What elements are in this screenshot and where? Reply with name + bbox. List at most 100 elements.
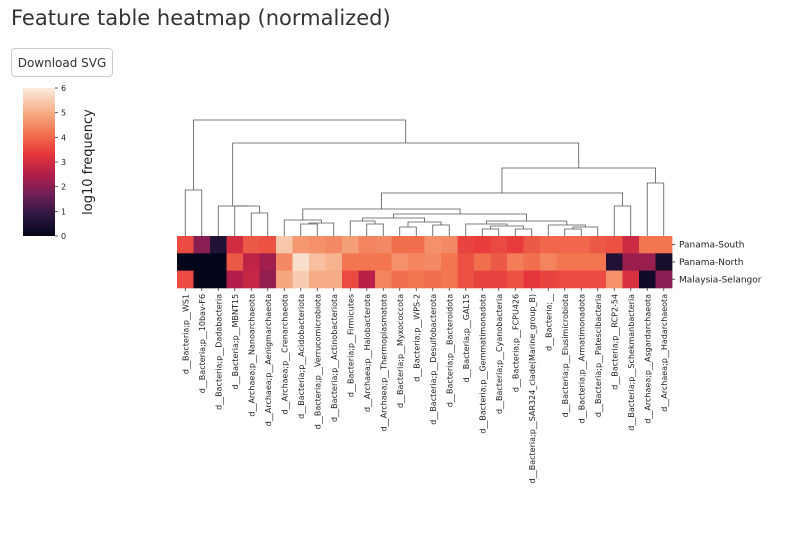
heatmap-cell xyxy=(226,236,244,254)
heatmap-cell xyxy=(226,253,244,271)
colorbar-tick-label: 2 xyxy=(61,183,66,192)
heatmap-cell xyxy=(177,270,194,289)
dendrogram-link xyxy=(613,205,632,236)
heatmap-cell xyxy=(606,236,623,254)
heatmap-cell xyxy=(490,270,508,289)
dendrogram-link xyxy=(366,223,384,236)
dendrogram-link xyxy=(184,189,203,236)
heatmap-cell xyxy=(325,236,343,254)
dendrogram-link xyxy=(646,182,665,236)
column-label: d__Bacteria;p__Desulfobacterota xyxy=(429,294,438,425)
heatmap-cell xyxy=(457,270,475,289)
column-label: d__Bacteria;p__Cyanobacteria xyxy=(495,294,504,414)
heatmap-cell xyxy=(589,236,607,254)
heatmap-cell xyxy=(243,236,260,254)
heatmap-cell xyxy=(292,270,310,289)
dendrogram-link xyxy=(407,221,442,227)
heatmap-cell xyxy=(391,270,409,289)
row-labels: Panama-South Panama-North Malaysia-Selango… xyxy=(672,241,762,285)
heatmap-cell xyxy=(474,253,491,271)
heatmap-cell xyxy=(540,236,557,254)
heatmap-cell xyxy=(243,270,260,289)
column-label: d__Bacteria;__ xyxy=(544,293,553,351)
heatmap-cell xyxy=(556,236,574,254)
page-title: Feature table heatmap (normalized) xyxy=(11,6,391,30)
heatmap-cell xyxy=(408,236,425,254)
heatmap-cell xyxy=(243,253,260,271)
heatmap-cell xyxy=(292,253,310,271)
heatmap-cell xyxy=(391,236,409,254)
heatmap-cell xyxy=(490,236,508,254)
column-label: d__Bacteria;p__MBNT15 xyxy=(231,294,240,390)
heatmap-cell xyxy=(358,270,376,289)
column-label: d__Bacteria;p__Bacteroidota xyxy=(445,294,454,407)
dendrogram-link xyxy=(572,226,599,236)
dendrogram-link xyxy=(432,224,450,236)
dendrogram-link xyxy=(490,225,524,229)
heatmap-cell xyxy=(424,236,442,254)
heatmap-cell xyxy=(655,270,673,289)
heatmap-cell xyxy=(457,236,475,254)
heatmap-cell xyxy=(507,253,524,271)
heatmap-cell xyxy=(457,253,475,271)
heatmap-cell xyxy=(309,236,326,254)
dendrogram-link xyxy=(217,205,248,236)
heatmap-cell xyxy=(210,270,227,289)
colorbar-label: log10 frequency xyxy=(81,109,96,215)
column-label: d__Archaea;p__Asgardarchaeota xyxy=(643,294,652,424)
heatmap-cell xyxy=(408,270,425,289)
dendrogram-link xyxy=(300,223,318,236)
dendrogram-link xyxy=(308,222,335,236)
dendrogram-link xyxy=(514,228,533,236)
heatmap-cell xyxy=(622,253,640,271)
colorbar: 0 1 2 3 4 5 6 log10 frequency xyxy=(23,84,96,241)
column-label: d__Bacteria;p__Gemmatimonadota xyxy=(478,294,487,434)
row-label: Malaysia-Selangor xyxy=(679,275,762,285)
heatmap-cell xyxy=(358,253,376,271)
heatmap-cell xyxy=(358,236,376,254)
colorbar-tick-label: 4 xyxy=(61,133,66,142)
heatmap-cell xyxy=(573,236,590,254)
column-label: d__Bacteria;p__GAL15 xyxy=(462,294,471,382)
heatmap-cells xyxy=(177,236,673,289)
heatmap-cell xyxy=(589,270,607,289)
colorbar-tick-label: 6 xyxy=(61,84,66,93)
heatmap-cell xyxy=(540,270,557,289)
column-label: d__Bacteria;p__Verrucomicrobiota xyxy=(313,294,322,429)
heatmap-cell xyxy=(523,253,541,271)
heatmap-cell xyxy=(573,270,590,289)
heatmap-cell xyxy=(210,236,227,254)
heatmap-cell xyxy=(474,270,491,289)
heatmap-cell xyxy=(424,253,442,271)
download-svg-button[interactable]: Download SVG xyxy=(11,48,113,77)
column-label: d__Bacteria;p__RCP2-54 xyxy=(610,294,619,390)
dendrogram-link xyxy=(481,228,500,236)
heatmap-cell xyxy=(441,270,458,289)
colorbar-tick-label: 5 xyxy=(61,109,66,118)
column-label: d__Archaea;p__Hadarchaeota xyxy=(660,294,669,412)
column-label: d__Bacteria;p__10bav-F6 xyxy=(198,294,207,393)
heatmap-cell xyxy=(276,270,293,289)
heatmap-cell xyxy=(474,236,491,254)
colorbar-tick-label: 1 xyxy=(61,207,66,216)
column-label: d__Bacteria;p__Actinobacteriota xyxy=(330,294,339,422)
heatmap-cell xyxy=(276,236,293,254)
heatmap-cell xyxy=(309,253,326,271)
heatmap-cell xyxy=(342,236,359,254)
heatmap-cell xyxy=(226,270,244,289)
heatmap-cell xyxy=(606,253,623,271)
heatmap-cell xyxy=(408,253,425,271)
column-label: d__Bacteria;p__FCPU426 xyxy=(511,294,520,392)
dendrogram-link xyxy=(283,219,322,236)
heatmap-cell xyxy=(259,236,277,254)
heatmap-cell xyxy=(540,253,557,271)
heatmap-cell xyxy=(556,253,574,271)
heatmap-cell xyxy=(556,270,574,289)
heatmap-cell xyxy=(622,270,640,289)
heatmap-cell xyxy=(639,270,656,289)
heatmap-cell xyxy=(210,253,227,271)
heatmap-cell xyxy=(177,236,194,254)
heatmap-cell xyxy=(573,253,590,271)
column-label: d__Bacteria;p__Firmicutes xyxy=(346,294,355,397)
heatmap-cell xyxy=(259,270,277,289)
